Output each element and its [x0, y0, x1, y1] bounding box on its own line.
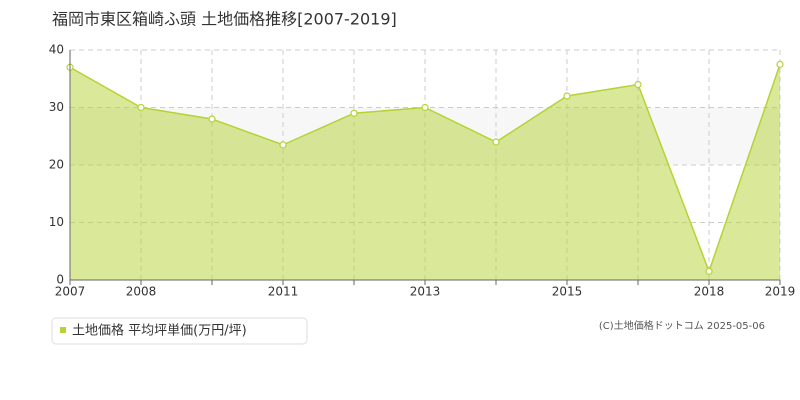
x-tick-label: 2011	[268, 285, 299, 299]
legend-box	[51, 317, 308, 345]
x-tick-label: 2008	[126, 285, 157, 299]
point	[137, 103, 145, 112]
y-tick-label: 20	[49, 158, 64, 172]
point	[705, 267, 713, 275]
point	[634, 80, 642, 89]
x-tick-label: 2019	[765, 285, 796, 299]
point	[350, 109, 358, 117]
y-tick-label: 40	[49, 43, 64, 57]
legend-label: 土地価格 平均坪単価(万円/坪)	[72, 323, 247, 339]
x-tick-label: 2013	[410, 285, 441, 299]
point	[421, 103, 429, 112]
chart-title: 福岡市東区箱崎ふ頭 土地価格推移[2007-2019]	[52, 10, 397, 29]
point	[776, 60, 784, 68]
point	[563, 92, 571, 100]
point	[492, 138, 500, 146]
legend-swatch	[60, 327, 66, 333]
y-tick-label: 10	[49, 215, 64, 229]
x-tick-label: 2007	[55, 285, 86, 299]
point	[279, 141, 287, 149]
y-tick-label: 30	[49, 100, 64, 114]
area	[70, 64, 780, 280]
point	[208, 115, 216, 123]
copyright: (C)土地価格ドットコム 2025-05-06	[599, 319, 765, 332]
y-tick-label: 0	[56, 273, 64, 287]
x-tick-label: 2018	[694, 285, 725, 299]
x-tick-label: 2015	[552, 285, 583, 299]
